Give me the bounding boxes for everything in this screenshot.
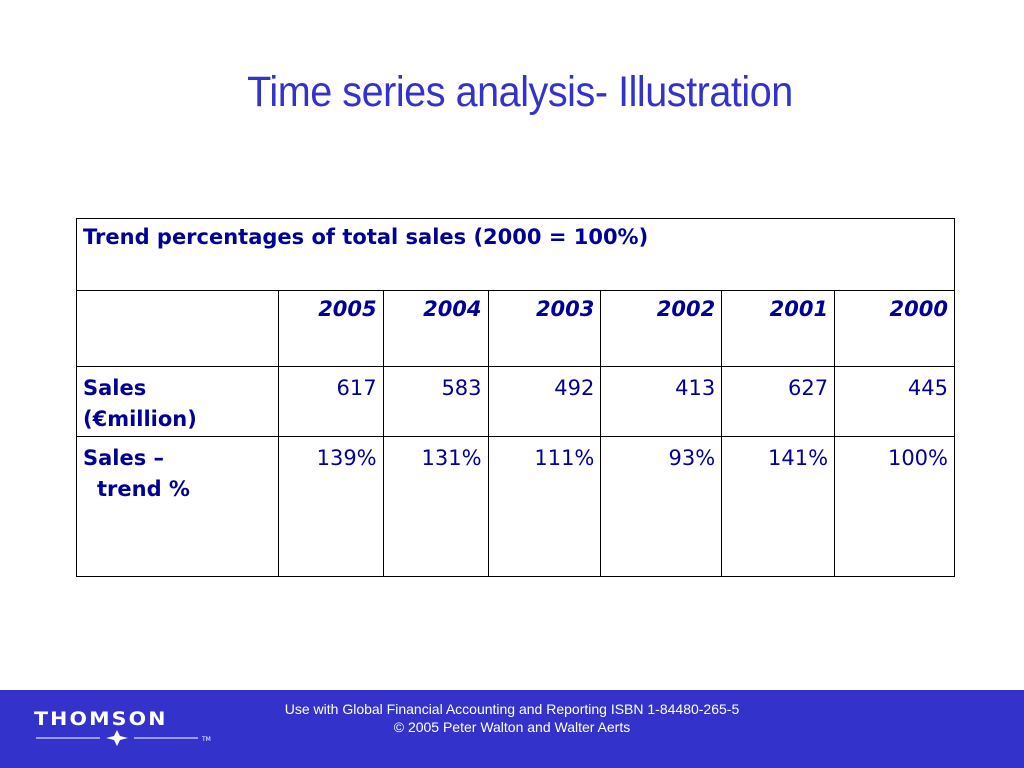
row-label-line1: Sales — [83, 376, 147, 400]
year-header: 2001 — [721, 290, 836, 367]
footer-line1: Use with Global Financial Accounting and… — [284, 701, 740, 717]
row-label-trend: Sales – trend % — [76, 436, 279, 577]
table-cell: 617 — [277, 366, 384, 437]
table-caption: Trend percentages of total sales (2000 =… — [76, 218, 955, 291]
logo-text: THOMSON — [34, 708, 168, 730]
footer-bar: THOMSON TM Use with Global Financial Acc… — [0, 690, 1024, 768]
row-label-line1: Sales – — [83, 446, 165, 470]
table-cell: 413 — [600, 366, 723, 437]
footer-credits: Use with Global Financial Accounting and… — [220, 700, 804, 736]
table-cell: 131% — [382, 436, 489, 577]
table-cell: 583 — [382, 366, 489, 437]
year-header: 2000 — [834, 290, 955, 367]
table-cell: 627 — [721, 366, 836, 437]
trend-table: Trend percentages of total sales (2000 =… — [76, 218, 955, 577]
logo-trademark: TM — [202, 736, 211, 743]
table-cell: 139% — [277, 436, 384, 577]
table-header-empty-cell — [76, 290, 279, 367]
year-header: 2002 — [600, 290, 723, 367]
table-caption-row: Trend percentages of total sales (2000 =… — [76, 218, 955, 291]
row-label-sales: Sales (€million) — [76, 366, 279, 437]
year-header: 2003 — [487, 290, 602, 367]
table-cell: 100% — [834, 436, 955, 577]
table-row-sales: Sales (€million) 617 583 492 413 627 445 — [76, 366, 955, 437]
year-header: 2004 — [382, 290, 489, 367]
table-cell: 111% — [487, 436, 602, 577]
row-label-line2: (€million) — [83, 407, 197, 431]
table-cell: 93% — [600, 436, 723, 577]
table-cell: 445 — [834, 366, 955, 437]
footer-line2: © 2005 Peter Walton and Walter Aerts — [393, 719, 631, 735]
table-header-row: 2005 2004 2003 2002 2001 2000 — [76, 290, 955, 367]
table-row-trend: Sales – trend % 139% 131% 111% 93% 141% … — [76, 436, 955, 577]
year-header: 2005 — [277, 290, 384, 367]
four-point-star-icon — [36, 730, 198, 746]
table-cell: 492 — [487, 366, 602, 437]
thomson-logo: THOMSON TM — [34, 708, 214, 748]
slide-title: Time series analysis- Illustration — [247, 68, 793, 116]
row-label-line2: trend % — [97, 477, 190, 501]
table-cell: 141% — [721, 436, 836, 577]
